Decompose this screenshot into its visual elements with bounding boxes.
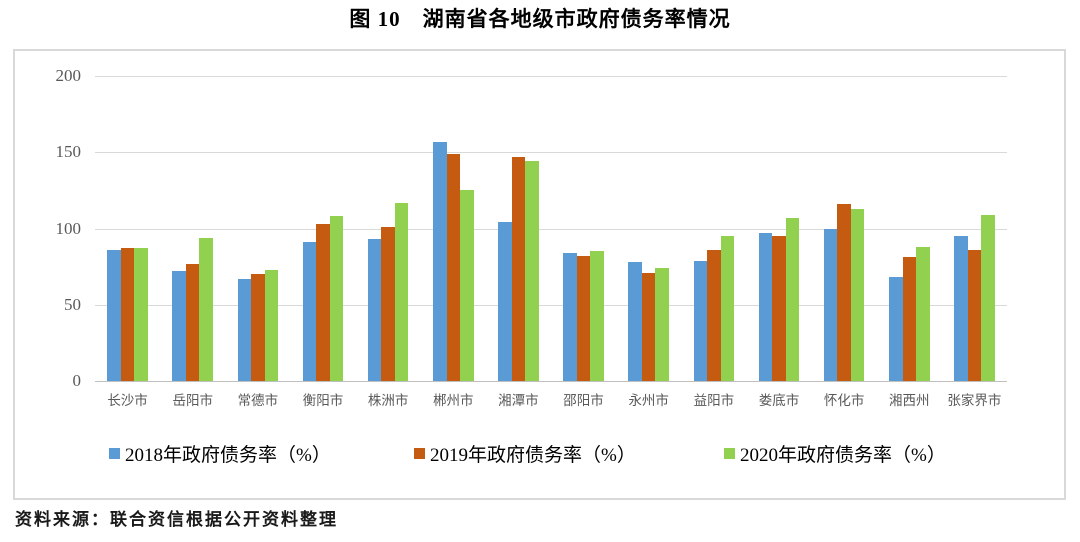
- bar-2018年-郴州市: [433, 141, 447, 381]
- plot-area: [95, 76, 1007, 382]
- x-tick-label: 娄底市: [758, 393, 800, 408]
- bar-2018年-益阳市: [693, 260, 708, 381]
- bar-2018年-邵阳市: [563, 252, 577, 381]
- bar-2020年-邵阳市: [590, 251, 604, 381]
- bar-2019年-张家界市: [967, 249, 982, 381]
- x-tick-label: 郴州市: [433, 393, 474, 408]
- y-tick-label: 200: [55, 66, 82, 85]
- bar-2018年-湘西州: [889, 277, 903, 381]
- y-tick-label: 50: [64, 294, 81, 314]
- x-tick-label: 益阳市: [693, 393, 735, 408]
- x-tick-label: 张家界市: [947, 393, 1002, 408]
- bar-2020年-岳阳市: [199, 237, 213, 381]
- x-tick-label: 邵阳市: [563, 393, 604, 408]
- legend-item: 2019年政府债务率（%）: [414, 442, 636, 466]
- x-tick-label: 湘西州: [889, 393, 930, 408]
- bar-2020年-娄底市: [785, 217, 800, 381]
- bar-2020年-益阳市: [720, 236, 735, 381]
- bar-2020年-郴州市: [460, 190, 474, 381]
- chart-box: 0 50 100 150 200 长沙市 岳阳市 常德市 衡阳市 株洲市 郴州市 湘潭市 邵阳市 永州市…: [13, 49, 1066, 500]
- legend-label: 2019年政府债务率（%）: [430, 444, 636, 466]
- x-tick-label: 株洲市: [367, 393, 409, 408]
- x-tick-label: 怀化市: [823, 393, 865, 408]
- bar-2020年-株洲市: [394, 202, 409, 381]
- bar-2020年-永州市: [655, 268, 669, 381]
- bar-2019年-怀化市: [837, 204, 851, 381]
- x-tick-label: 衡阳市: [302, 393, 344, 408]
- bar-2019年-常德市: [251, 274, 265, 381]
- bar-2018年-株洲市: [367, 239, 382, 381]
- gridline: [95, 304, 1007, 306]
- x-tick-label: 常德市: [237, 393, 279, 408]
- bar-2020年-张家界市: [981, 214, 995, 381]
- bar-2020年-衡阳市: [329, 216, 344, 381]
- bar-2019年-岳阳市: [185, 263, 200, 381]
- y-tick-label: 100: [55, 218, 82, 238]
- x-axis: 长沙市 岳阳市 常德市 衡阳市 株洲市 郴州市 湘潭市 邵阳市 永州市 益阳市 娄底市 怀化市 湘西州 张…: [95, 389, 1007, 409]
- bar-2018年-湘潭市: [498, 222, 512, 381]
- gridline: [95, 76, 1007, 77]
- bar-2019年-娄底市: [772, 236, 786, 381]
- bar-2020年-常德市: [264, 269, 279, 381]
- bar-2018年-岳阳市: [172, 271, 186, 381]
- bar-2020年-湘潭市: [525, 161, 539, 381]
- gridline: [95, 228, 1007, 230]
- bar-2019年-益阳市: [707, 249, 721, 381]
- bar-2019年-长沙市: [120, 248, 135, 381]
- bar-2018年-怀化市: [823, 228, 838, 381]
- bar-2019年-株洲市: [381, 226, 395, 381]
- legend-label: 2020年政府债务率（%）: [740, 444, 946, 466]
- chart-title: 图 10 湖南省各地级市政府债务率情况: [349, 7, 731, 31]
- legend-label: 2018年政府债务率（%）: [125, 444, 331, 466]
- bar-2018年-长沙市: [107, 249, 121, 381]
- legend-item: 2020年政府债务率（%）: [724, 442, 946, 466]
- bar-2018年-永州市: [628, 262, 642, 381]
- bar-2019年-永州市: [641, 272, 656, 381]
- y-tick-label: 150: [55, 142, 82, 162]
- bar-2020年-怀化市: [850, 208, 865, 381]
- x-tick-label: 岳阳市: [172, 393, 213, 408]
- bar-2019年-衡阳市: [316, 223, 330, 381]
- bar-2018年-张家界市: [954, 236, 968, 381]
- x-tick-label: 湘潭市: [498, 393, 539, 408]
- legend-item: 2018年政府债务率（%）: [109, 442, 331, 466]
- x-tick-label: 长沙市: [107, 393, 148, 408]
- legend-swatch-icon: [109, 447, 120, 459]
- bar-2019年-邵阳市: [576, 255, 591, 381]
- x-tick-label: 永州市: [628, 393, 669, 408]
- source-note: 资料来源：联合资信根据公开资料整理: [15, 510, 338, 529]
- legend-swatch-icon: [724, 447, 735, 459]
- y-tick-label: 0: [72, 371, 82, 390]
- bar-2019年-郴州市: [446, 153, 461, 381]
- bar-2020年-长沙市: [134, 248, 148, 381]
- x-axis-line: [95, 381, 1007, 382]
- bar-2018年-常德市: [237, 278, 252, 381]
- bar-2018年-娄底市: [758, 233, 773, 381]
- gridline: [95, 152, 1007, 154]
- bar-2018年-衡阳市: [302, 242, 317, 381]
- bar-2019年-湘西州: [902, 257, 917, 381]
- bar-2019年-湘潭市: [511, 156, 526, 381]
- legend-swatch-icon: [414, 447, 425, 459]
- bar-2020年-湘西州: [916, 246, 930, 381]
